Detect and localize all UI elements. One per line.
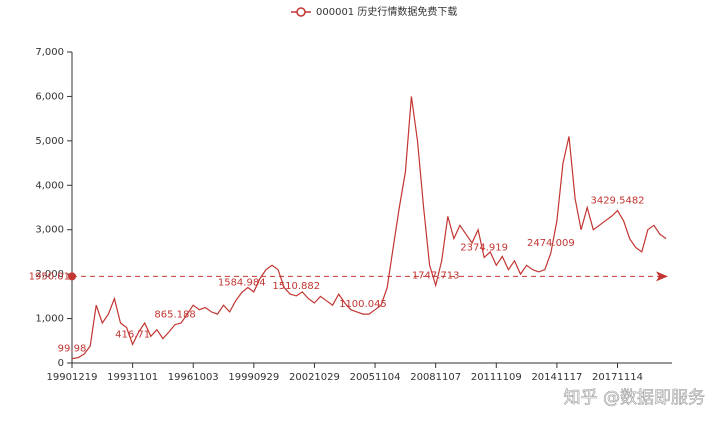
data-label: 2474.009 [527,238,575,249]
data-label: 3429.5482 [590,196,644,207]
average-line-arrow [656,271,668,282]
watermark: 知乎 @数据即服务 [564,388,705,408]
x-tick-label: 20171114 [592,372,643,383]
y-tick-label: 1,000 [35,314,64,325]
x-tick-label: 20141117 [531,372,582,383]
x-tick-label: 19931101 [107,372,158,383]
average-line-start [68,272,76,281]
y-tick-label: 3,000 [35,225,64,236]
y-tick-label: 5,000 [35,136,64,147]
x-tick-label: 19990929 [228,372,279,383]
data-label: 2374.919 [460,242,508,253]
data-label: 1584.984 [218,278,266,289]
series-line [71,96,667,360]
x-tick-label: 20051104 [350,372,401,383]
y-tick-label: 7,000 [35,47,64,58]
x-tick-label: 20111109 [471,372,522,383]
data-label: 1747.713 [412,270,460,281]
data-label: 416.71 [115,329,150,340]
legend-label[interactable]: 000001 历史行情数据免费下载 [316,5,457,18]
y-tick-label: 4,000 [35,180,64,191]
data-label: 1100.045 [339,299,387,310]
average-line-label: 1950.01 [29,271,70,282]
data-label: 99.98 [58,344,87,355]
x-tick-label: 19901219 [47,372,98,383]
x-tick-label: 20021029 [289,372,340,383]
y-tick-label: 6,000 [35,91,64,102]
x-tick-label: 19961003 [168,372,219,383]
legend-icon [296,7,306,17]
x-tick-label: 20081107 [410,372,461,383]
data-label: 865.188 [154,310,195,321]
y-tick-label: 0 [58,358,64,369]
y-tick-label: 2,000 [35,269,64,280]
data-label: 1510.882 [272,281,320,292]
